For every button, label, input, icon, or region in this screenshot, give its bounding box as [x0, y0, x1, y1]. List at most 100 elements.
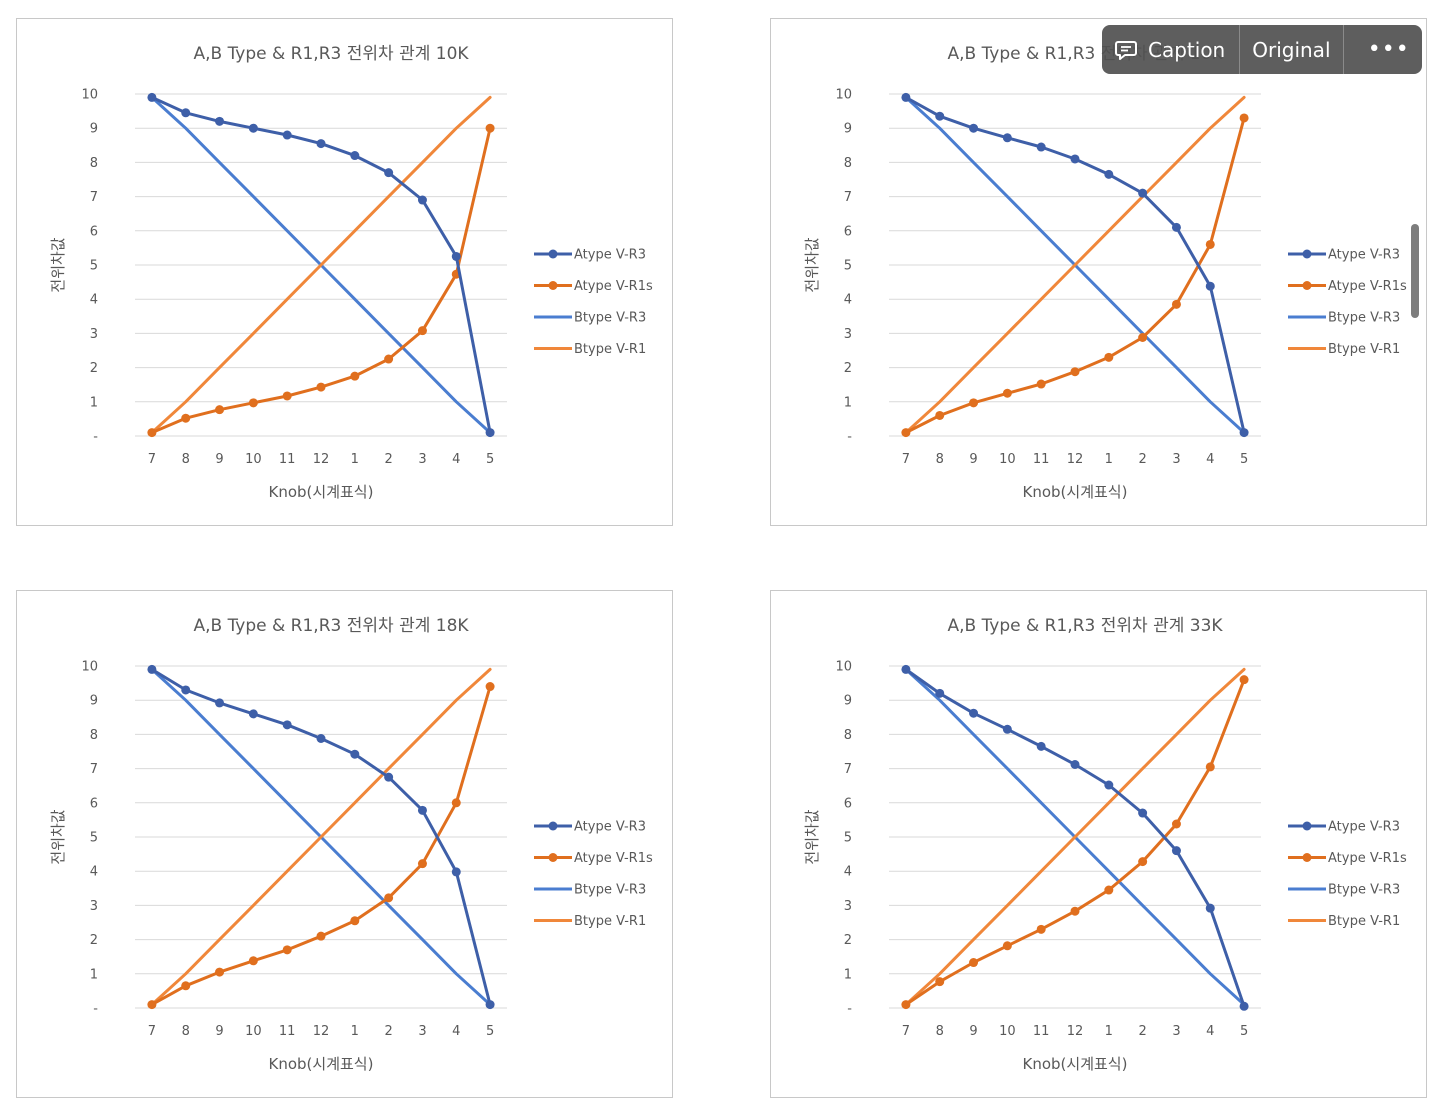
- x-tick-label: 10: [245, 1024, 262, 1039]
- legend-marker: [548, 281, 558, 290]
- x-tick-label: 9: [969, 452, 977, 467]
- data-point-atype-v-r1s: [384, 893, 394, 903]
- x-tick-label: 1: [351, 1024, 359, 1039]
- y-tick-label: 2: [844, 361, 852, 376]
- y-tick-label: 10: [835, 660, 852, 675]
- legend-label: Atype V-R3: [1328, 248, 1400, 263]
- data-point-atype-v-r1s: [350, 916, 360, 926]
- data-point-atype-v-r3: [1104, 169, 1114, 179]
- y-tick-label: 5: [844, 259, 852, 274]
- legend-label: Btype V-R1: [1328, 342, 1400, 357]
- x-tick-label: 2: [384, 1024, 392, 1039]
- legend-label: Btype V-R1: [1328, 914, 1400, 929]
- data-point-atype-v-r3: [485, 1000, 495, 1010]
- image-toolbar: Caption Original •••: [1102, 25, 1422, 74]
- data-point-atype-v-r1s: [316, 931, 326, 941]
- data-point-atype-v-r3: [1070, 154, 1080, 164]
- caption-button[interactable]: Caption: [1102, 25, 1239, 74]
- data-point-atype-v-r3: [1002, 133, 1012, 143]
- data-point-atype-v-r1s: [384, 354, 394, 364]
- data-point-atype-v-r3: [1239, 428, 1249, 438]
- data-point-atype-v-r1s: [1205, 762, 1215, 772]
- data-point-atype-v-r3: [485, 428, 495, 438]
- caption-bubble-icon: [1115, 40, 1137, 60]
- data-point-atype-v-r1s: [417, 859, 427, 869]
- x-tick-label: 8: [936, 1024, 944, 1039]
- x-tick-label: 9: [215, 452, 223, 467]
- x-tick-label: 11: [279, 1024, 296, 1039]
- toolbar-divider: [1342, 25, 1344, 74]
- data-point-atype-v-r3: [316, 734, 326, 744]
- y-tick-label: 7: [844, 190, 852, 205]
- y-tick-label: -: [847, 1002, 852, 1017]
- data-point-atype-v-r3: [1138, 808, 1148, 818]
- series-line-btype-v-r1: [904, 667, 1246, 1007]
- data-point-atype-v-r3: [384, 168, 394, 178]
- data-point-atype-v-r3: [147, 664, 157, 674]
- data-point-atype-v-r3: [1171, 846, 1181, 856]
- original-button[interactable]: Original: [1252, 37, 1331, 62]
- legend-label: Atype V-R3: [574, 820, 646, 835]
- y-tick-label: -: [93, 430, 98, 445]
- y-tick-label: 8: [90, 156, 98, 171]
- legend-marker: [1302, 853, 1312, 862]
- y-tick-label: 8: [90, 728, 98, 743]
- data-point-atype-v-r3: [1205, 281, 1215, 291]
- y-tick-label: 1: [90, 395, 98, 410]
- data-point-atype-v-r1s: [316, 382, 326, 392]
- x-tick-label: 5: [1240, 452, 1248, 467]
- y-tick-label: 4: [90, 865, 98, 880]
- data-point-atype-v-r1s: [969, 398, 979, 408]
- data-point-atype-v-r3: [969, 708, 979, 718]
- y-tick-label: 10: [81, 88, 98, 103]
- x-tick-label: 3: [1172, 452, 1180, 467]
- data-point-atype-v-r1s: [901, 1000, 911, 1010]
- y-tick-label: 7: [90, 762, 98, 777]
- data-point-atype-v-r3: [935, 688, 945, 698]
- y-tick-label: 2: [844, 933, 852, 948]
- x-tick-label: 10: [999, 452, 1016, 467]
- more-options-button[interactable]: •••: [1367, 37, 1410, 62]
- x-axis-title: Knob(시계표식): [1023, 1055, 1128, 1073]
- data-point-atype-v-r1s: [1002, 941, 1012, 951]
- data-point-atype-v-r3: [1036, 741, 1046, 751]
- y-tick-label: 10: [835, 88, 852, 103]
- data-point-atype-v-r1s: [1171, 299, 1181, 309]
- y-tick-label: -: [847, 430, 852, 445]
- legend-label: Atype V-R3: [1328, 820, 1400, 835]
- y-tick-label: 3: [90, 327, 98, 342]
- data-point-atype-v-r1s: [1138, 333, 1148, 343]
- chart-panel-4: A,B Type & R1,R3 전위차 관계 33K -1 2 3 4 5 6 7 8 9 10 7…: [770, 590, 1427, 1098]
- scrollbar-thumb[interactable]: [1411, 224, 1419, 318]
- data-point-atype-v-r1s: [248, 956, 258, 966]
- x-tick-label: 4: [1206, 452, 1214, 467]
- x-tick-label: 7: [902, 1024, 910, 1039]
- legend-label: Atype V-R1s: [1328, 279, 1407, 294]
- x-tick-label: 4: [452, 1024, 460, 1039]
- legend-label: Atype V-R1s: [1328, 851, 1407, 866]
- chart-svg: A,B Type & R1,R3 전위차 관계 10K-123456789107…: [803, 44, 1407, 501]
- x-tick-label: 9: [969, 1024, 977, 1039]
- data-point-atype-v-r3: [181, 685, 191, 695]
- data-point-atype-v-r3: [181, 108, 191, 118]
- x-tick-label: 7: [902, 452, 910, 467]
- data-point-atype-v-r1s: [1138, 857, 1148, 867]
- data-point-atype-v-r3: [1239, 1001, 1249, 1011]
- x-axis-title: Knob(시계표식): [269, 483, 374, 501]
- data-point-atype-v-r1s: [215, 967, 225, 977]
- data-point-atype-v-r3: [384, 772, 394, 782]
- x-tick-label: 11: [279, 452, 296, 467]
- data-point-atype-v-r3: [1002, 724, 1012, 734]
- data-point-atype-v-r3: [350, 749, 360, 759]
- x-tick-label: 10: [999, 1024, 1016, 1039]
- data-point-atype-v-r3: [147, 92, 157, 102]
- data-point-atype-v-r1s: [147, 1000, 157, 1010]
- x-tick-label: 9: [215, 1024, 223, 1039]
- data-point-atype-v-r1s: [1036, 379, 1046, 389]
- data-point-atype-v-r1s: [451, 798, 461, 808]
- data-point-atype-v-r3: [451, 867, 461, 877]
- data-point-atype-v-r1s: [1070, 906, 1080, 916]
- legend-label: Btype V-R3: [574, 311, 646, 326]
- y-tick-label: 4: [844, 865, 852, 880]
- chart-panel-1: A,B Type & R1,R3 전위차 관계 10K -1 2 3 4 5 6 7 8 9 10 7…: [16, 18, 673, 526]
